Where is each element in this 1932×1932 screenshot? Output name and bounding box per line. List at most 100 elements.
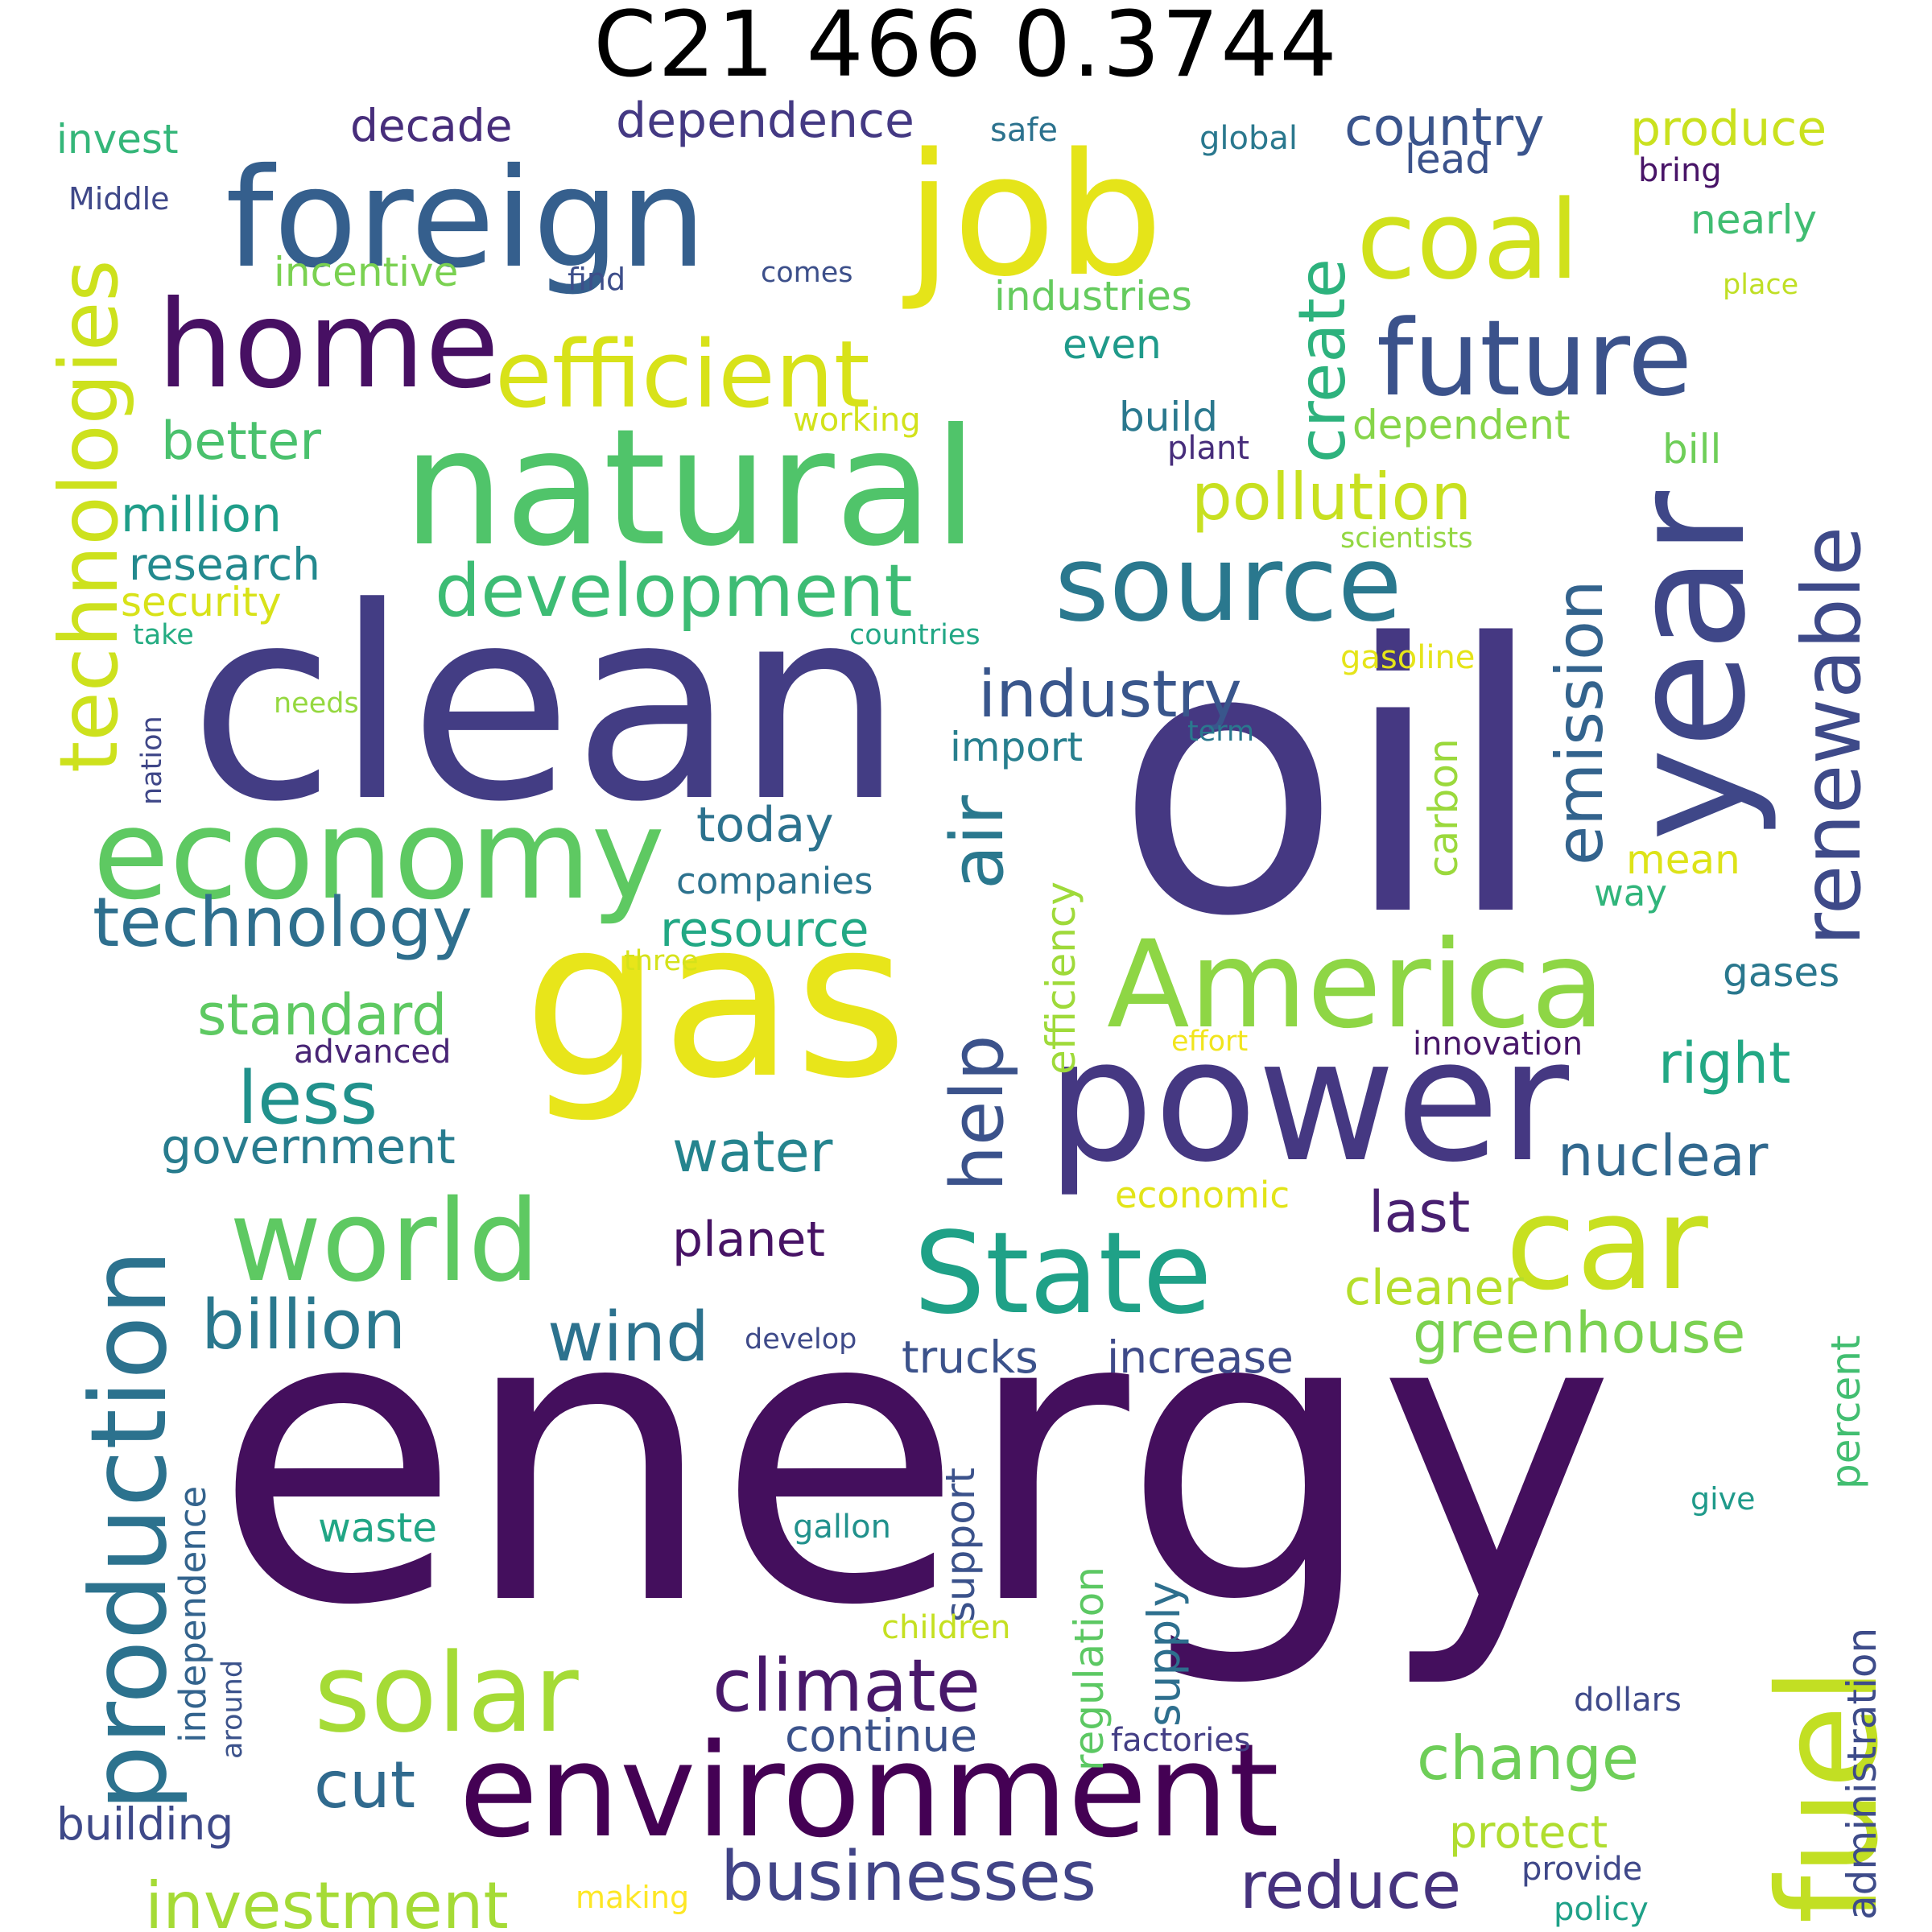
- word-better: better: [161, 411, 321, 472]
- word-dollars: dollars: [1574, 1682, 1682, 1719]
- word-find: find: [568, 262, 625, 297]
- word-build: build: [1119, 394, 1218, 440]
- word-give: give: [1690, 1481, 1756, 1517]
- word-bring: bring: [1638, 152, 1722, 189]
- word-comes: comes: [761, 257, 853, 289]
- word-mean: mean: [1626, 836, 1740, 883]
- word-oil: oil: [1115, 567, 1547, 997]
- word-year: year: [1597, 490, 1780, 841]
- word-plant: plant: [1167, 430, 1249, 467]
- word-trucks: trucks: [902, 1331, 1038, 1383]
- word-gases: gases: [1723, 949, 1839, 996]
- word-efficiency: efficiency: [1038, 881, 1084, 1075]
- word-economic: economic: [1115, 1174, 1290, 1216]
- word-gallon: gallon: [793, 1509, 891, 1546]
- word-industries: industries: [994, 273, 1192, 320]
- word-help: help: [935, 1034, 1020, 1191]
- word-government: government: [161, 1119, 456, 1175]
- word-air: air: [935, 795, 1020, 890]
- word-independence: independence: [171, 1486, 214, 1743]
- word-natural: natural: [402, 394, 978, 582]
- word-carbon: carbon: [1420, 738, 1467, 877]
- word-water: water: [672, 1119, 833, 1185]
- word-million: million: [121, 487, 282, 543]
- word-advanced: advanced: [294, 1034, 451, 1071]
- word-standard: standard: [197, 982, 448, 1048]
- word-greenhouse: greenhouse: [1413, 1300, 1745, 1366]
- word-import: import: [950, 724, 1083, 770]
- word-effort: effort: [1171, 1026, 1248, 1058]
- word-nuclear: nuclear: [1558, 1123, 1769, 1189]
- word-place: place: [1723, 269, 1798, 301]
- word-clean: clean: [189, 551, 904, 860]
- word-continue: continue: [785, 1710, 977, 1761]
- word-reduce: reduce: [1240, 1848, 1461, 1923]
- word-increase: increase: [1107, 1331, 1294, 1383]
- word-right: right: [1658, 1030, 1790, 1096]
- word-cleaner: cleaner: [1344, 1260, 1524, 1316]
- word-state: State: [914, 1208, 1212, 1340]
- word-building: building: [56, 1798, 233, 1850]
- word-administration: administration: [1839, 1628, 1885, 1920]
- word-even: even: [1063, 321, 1162, 368]
- word-policy: policy: [1554, 1891, 1649, 1928]
- word-technology: technology: [93, 883, 473, 963]
- word-power: power: [1046, 1002, 1570, 1199]
- word-regulation: regulation: [1066, 1567, 1113, 1771]
- word-innovation: innovation: [1413, 1026, 1583, 1063]
- word-gas: gas: [523, 873, 908, 1126]
- word-production: production: [68, 1249, 190, 1811]
- word-planet: planet: [672, 1212, 825, 1268]
- word-way: way: [1594, 872, 1667, 914]
- word-supply: supply: [1138, 1581, 1190, 1727]
- word-invest: invest: [56, 116, 179, 163]
- word-percent: percent: [1823, 1335, 1869, 1489]
- word-companies: companies: [676, 860, 873, 902]
- word-three: three: [624, 945, 699, 977]
- word-home: home: [157, 275, 499, 415]
- word-waste: waste: [318, 1505, 437, 1551]
- word-countries: countries: [849, 619, 980, 651]
- word-america: America: [1107, 915, 1605, 1055]
- word-develop: develop: [745, 1323, 857, 1356]
- word-resource: resource: [660, 902, 869, 958]
- word-fuel: fuel: [1749, 1667, 1909, 1924]
- word-last: last: [1368, 1179, 1470, 1245]
- word-term: term: [1187, 716, 1254, 748]
- word-provide: provide: [1521, 1851, 1642, 1888]
- word-world: world: [229, 1176, 539, 1307]
- word-dependent: dependent: [1352, 402, 1570, 448]
- word-industry: industry: [978, 657, 1242, 732]
- word-today: today: [696, 797, 834, 853]
- word-environment: environment: [459, 1715, 1279, 1866]
- word-security: security: [121, 579, 282, 625]
- word-take: take: [133, 619, 194, 651]
- word-scientists: scientists: [1340, 522, 1473, 555]
- word-working: working: [793, 402, 921, 439]
- word-nation: nation: [136, 716, 168, 805]
- word-making: making: [576, 1880, 689, 1915]
- word-job: job: [902, 117, 1163, 314]
- word-billion: billion: [201, 1286, 406, 1365]
- word-climate: climate: [712, 1644, 980, 1728]
- word-dependence: dependence: [616, 93, 914, 149]
- word-global: global: [1199, 120, 1298, 157]
- word-needs: needs: [274, 687, 359, 720]
- word-coal: coal: [1356, 177, 1579, 303]
- word-renewable: renewable: [1785, 526, 1879, 946]
- word-children: children: [881, 1609, 1011, 1646]
- word-source: source: [1055, 522, 1402, 645]
- word-protect: protect: [1449, 1806, 1608, 1858]
- word-development: development: [435, 549, 913, 634]
- word-solar: solar: [314, 1630, 579, 1757]
- word-car: car: [1505, 1168, 1708, 1319]
- word-economy: economy: [93, 782, 665, 927]
- word-create: create: [1285, 258, 1360, 463]
- word-support: support: [937, 1468, 984, 1622]
- word-businesses: businesses: [720, 1837, 1096, 1917]
- word-change: change: [1417, 1723, 1639, 1794]
- word-technologies: technologies: [42, 260, 136, 774]
- word-future: future: [1377, 297, 1692, 419]
